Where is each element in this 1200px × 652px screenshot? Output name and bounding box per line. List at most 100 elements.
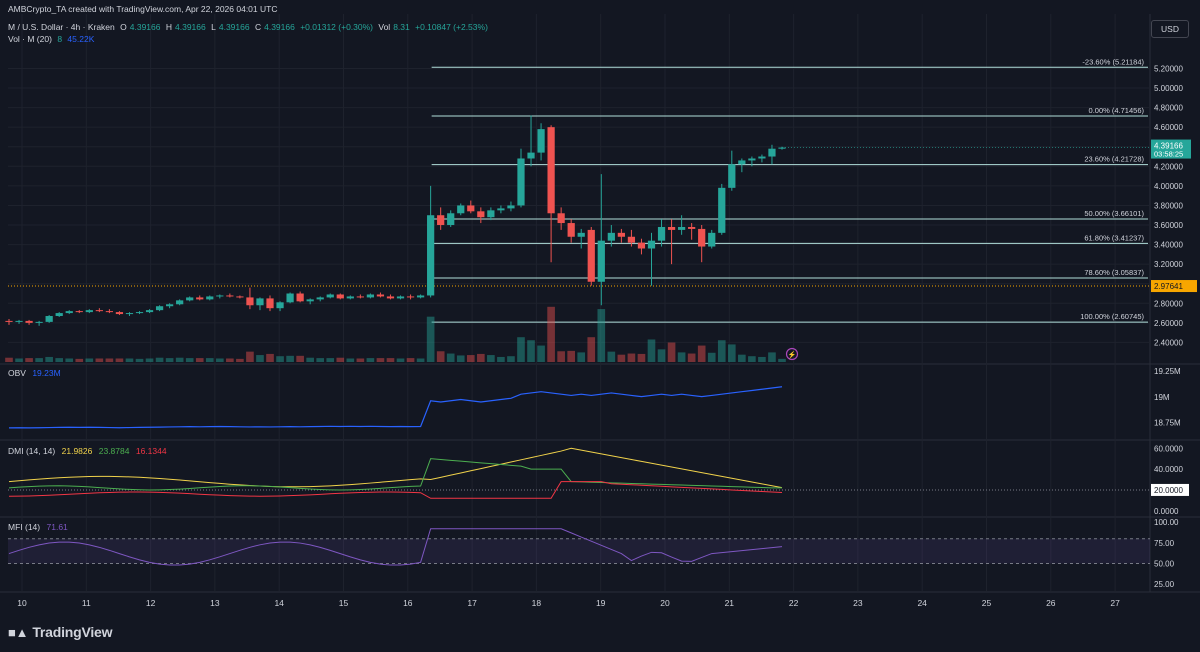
chart-credit: AMBCrypto_TA created with TradingView.co…: [8, 4, 280, 14]
volume-bar: [366, 358, 375, 362]
mfi-legend: MFI (14) 71.61: [8, 522, 72, 532]
candle-body: [627, 236, 636, 243]
volume-bar: [246, 351, 254, 362]
candle-body: [617, 232, 625, 237]
volume-bar: [236, 358, 244, 362]
tradingview-logo-icon: ■▲: [8, 625, 29, 640]
volume-bar: [446, 353, 455, 362]
volume-bar: [778, 358, 786, 362]
volume-bar: [627, 353, 636, 362]
candle-body: [176, 300, 184, 305]
candle-body: [216, 295, 224, 297]
volume-bar: [115, 358, 124, 362]
candle-body: [246, 297, 254, 306]
volume-bar: [667, 342, 676, 362]
candle-body: [396, 296, 405, 299]
volume-bar: [286, 355, 294, 362]
candle-body: [296, 293, 304, 302]
x-tick-label: 19: [596, 598, 606, 608]
volume-bar: [487, 355, 495, 362]
obv-value: 19.23M: [32, 368, 61, 378]
volume-bar: [406, 358, 415, 362]
x-tick-label: 23: [853, 598, 863, 608]
dmi-threshold-tag: [1151, 483, 1189, 496]
candle-body: [5, 320, 13, 322]
candle-body: [75, 311, 83, 313]
candle-body: [497, 208, 505, 211]
candle-body: [718, 187, 726, 233]
candle-body: [145, 310, 154, 313]
currency-selector[interactable]: USD: [1151, 20, 1189, 38]
price-tick-label: 4.20000: [1154, 162, 1183, 171]
candle-body: [577, 232, 585, 237]
candle-body: [677, 226, 686, 230]
volume-bar: [85, 358, 94, 362]
volume-bar: [527, 340, 535, 362]
volume-bar: [637, 353, 646, 362]
volume-value: 8.31: [393, 22, 410, 32]
candle-body: [758, 156, 766, 159]
volume-bar: [306, 357, 314, 362]
dmi-label[interactable]: DMI (14, 14): [8, 446, 56, 456]
candle-body: [306, 299, 314, 302]
x-tick-label: 11: [82, 598, 91, 608]
candle-body: [557, 213, 565, 224]
candle-body: [266, 298, 274, 309]
candle-body: [115, 312, 124, 315]
volume-bar: [356, 358, 365, 362]
volume-bar: [125, 358, 134, 362]
obv-label[interactable]: OBV: [8, 368, 26, 378]
volume-bar: [677, 352, 686, 362]
volume-bar: [35, 358, 43, 362]
volume-bar: [256, 355, 264, 362]
volume-bar: [768, 352, 776, 362]
volume-bar: [617, 354, 626, 362]
fib-level-label: -23.60% (5.21184): [1082, 57, 1144, 66]
candle-body: [487, 210, 495, 218]
mfi-tick-label: 100.00: [1154, 518, 1179, 527]
dmi-threshold-label: 20.0000: [1154, 486, 1183, 495]
mfi-label[interactable]: MFI (14): [8, 522, 41, 532]
x-tick-label: 27: [1110, 598, 1120, 608]
volume-bar: [65, 358, 74, 362]
volume-bar: [687, 353, 696, 362]
adx-value: 21.9826: [61, 446, 93, 456]
volume-bar: [165, 358, 174, 362]
countdown-label: 03:58:25: [1154, 150, 1183, 159]
x-tick-label: 15: [339, 598, 349, 608]
mfi-tick-label: 50.00: [1154, 560, 1175, 569]
x-tick-label: 21: [725, 598, 735, 608]
volume-bar: [316, 358, 325, 362]
price-tick-label: 4.00000: [1154, 182, 1183, 191]
volume-bar: [647, 339, 656, 362]
volume-bar: [466, 355, 475, 362]
volume-bar: [386, 358, 395, 362]
symbol-title[interactable]: M / U.S. Dollar · 4h · Kraken: [8, 22, 115, 32]
price-tick-label: 3.80000: [1154, 201, 1183, 210]
volume-bar: [416, 358, 425, 362]
candle-body: [447, 213, 455, 226]
volume-bar: [45, 356, 53, 362]
volume-bar: [557, 351, 565, 362]
candle-body: [45, 316, 53, 322]
dmi-tick-label: 60.0000: [1154, 444, 1183, 453]
volume-bar: [607, 351, 616, 362]
di-plus-value: 23.8784: [98, 446, 130, 456]
lightning-glyph: ⚡: [788, 350, 797, 359]
volume-change: +0.10847 (+2.53%): [415, 22, 488, 32]
volume-bar: [336, 357, 345, 362]
candle-body: [406, 296, 415, 298]
candle-body: [65, 311, 73, 314]
x-tick-label: 14: [274, 598, 284, 608]
volume-bar: [587, 337, 596, 362]
candle-body: [316, 297, 324, 300]
tradingview-logo[interactable]: ■▲ TradingView: [8, 624, 113, 640]
candle-body: [587, 229, 595, 282]
candle-body: [236, 296, 244, 298]
price-tick-label: 3.20000: [1154, 260, 1183, 269]
x-tick-label: 20: [660, 598, 670, 608]
fib-level-label: 78.60% (3.05837): [1084, 268, 1144, 277]
price-tick-label: 4.80000: [1154, 104, 1183, 113]
volume-ma-label[interactable]: Vol · M (20): [8, 34, 52, 44]
